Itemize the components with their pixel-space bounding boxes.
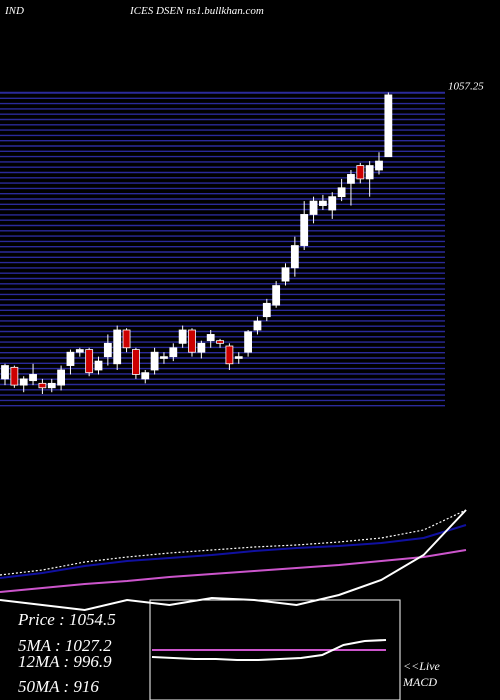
candle-body xyxy=(281,267,290,282)
macd-label: <<Live xyxy=(403,659,441,673)
candle-body xyxy=(234,356,243,359)
candle-body xyxy=(1,365,9,380)
candle-body xyxy=(253,320,262,331)
candle-body xyxy=(150,351,159,371)
candle-body xyxy=(309,200,318,215)
price-levels xyxy=(0,92,445,407)
candle-body xyxy=(66,351,75,366)
series-line xyxy=(151,639,387,661)
info: 5MA : 1027.2 xyxy=(18,636,112,655)
candle-body xyxy=(197,342,206,353)
candle-body xyxy=(10,366,19,386)
candle-body xyxy=(262,302,271,318)
candle-body xyxy=(328,196,337,211)
y-tick-label: 1057.25 xyxy=(448,80,484,92)
title: ICES DSEN ns1.bullkhan.com xyxy=(129,5,264,17)
candle-body xyxy=(318,200,327,206)
candle-body xyxy=(19,378,28,386)
candle-body xyxy=(94,360,103,371)
macd-label: MACD xyxy=(402,675,437,689)
title-left: IND xyxy=(4,5,24,17)
candle-body xyxy=(47,382,56,389)
info: 50MA : 916 xyxy=(18,677,99,696)
candle-body xyxy=(272,285,281,306)
candle-body xyxy=(38,382,47,389)
candle-body xyxy=(375,160,383,171)
candle-body xyxy=(300,214,309,246)
candle-body xyxy=(244,331,253,353)
candle-body xyxy=(131,349,140,375)
series-line xyxy=(0,509,467,576)
info: 12MA : 996.9 xyxy=(18,652,112,671)
series-line xyxy=(0,509,467,612)
candle-body xyxy=(384,94,393,158)
candle-body xyxy=(178,329,187,344)
series-line xyxy=(0,549,467,593)
info: Price : 1054.5 xyxy=(17,610,116,629)
candle-body xyxy=(122,329,131,349)
candle-body xyxy=(103,342,112,358)
candle-body xyxy=(57,369,65,386)
candle-body xyxy=(337,187,346,198)
candle-body xyxy=(75,349,84,353)
candle-body xyxy=(356,165,365,180)
candle-body xyxy=(347,174,355,184)
candle-body xyxy=(290,245,299,269)
candle-body xyxy=(188,329,196,353)
candle-body xyxy=(85,349,94,374)
candle-body xyxy=(216,340,224,344)
candle-body xyxy=(113,329,122,365)
candle-body xyxy=(29,374,37,382)
candle-body xyxy=(365,165,374,180)
candle-body xyxy=(225,345,234,365)
candle-body xyxy=(160,356,168,359)
candle-body xyxy=(141,372,150,380)
candle-body xyxy=(206,334,215,342)
candle-body xyxy=(169,347,178,358)
series-line xyxy=(0,524,467,579)
